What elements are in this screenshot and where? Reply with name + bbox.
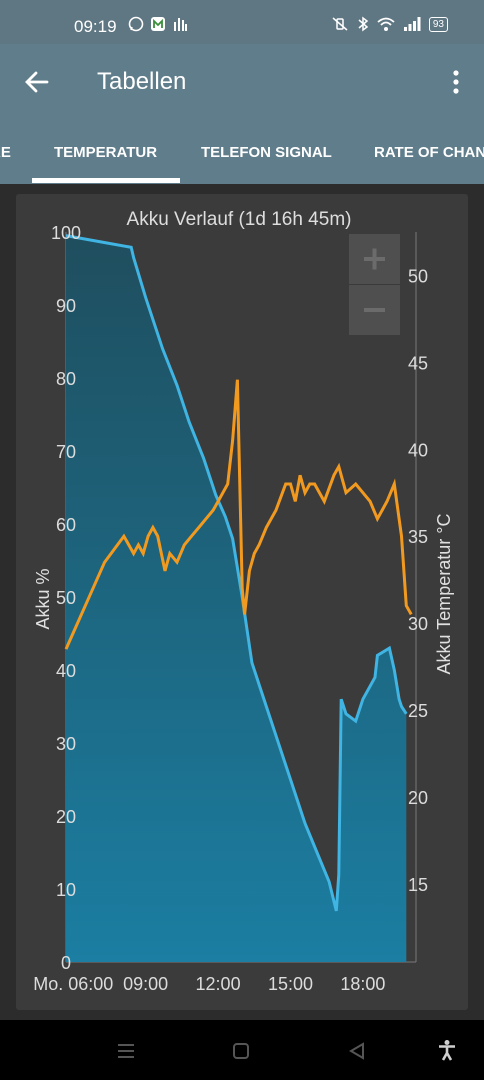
y2-tick-label: 30	[408, 614, 428, 634]
whatsapp-icon	[128, 16, 144, 32]
y2-tick-label: 20	[408, 788, 428, 808]
status-notification-icons	[128, 16, 188, 32]
x-tick-label: 15:00	[268, 974, 313, 994]
bluetooth-icon	[358, 16, 369, 32]
status-bar: 09:19 93	[0, 0, 484, 44]
x-tick-label: 09:00	[123, 974, 168, 994]
y-tick-label: 60	[56, 515, 76, 535]
recent-apps-icon[interactable]	[116, 1041, 136, 1061]
y2-tick-label: 50	[408, 266, 428, 286]
y-tick-label: 0	[61, 953, 71, 973]
y2-axis-label: Akku Temperatur °C	[434, 514, 454, 675]
plus-icon	[364, 248, 385, 270]
y-tick-label: 90	[56, 296, 76, 316]
battery-temperature-line	[64, 379, 413, 650]
x-tick-label: Mo. 06:00	[33, 974, 113, 994]
overflow-menu-button[interactable]	[444, 64, 468, 100]
app-bar: Tabellen	[0, 44, 484, 120]
x-tick-label: 18:00	[340, 974, 385, 994]
y2-tick-label: 35	[408, 527, 428, 547]
home-icon[interactable]	[231, 1041, 251, 1061]
battery-area-fill	[66, 235, 407, 963]
chart-card: Akku Verlauf (1d 16h 45m) Akku % Akku Te…	[16, 194, 468, 1010]
battery-chart[interactable]: Akku Verlauf (1d 16h 45m) Akku % Akku Te…	[16, 194, 468, 1010]
y2-tick-label: 25	[408, 701, 428, 721]
tab-partial-previous[interactable]: RE	[0, 144, 11, 161]
status-time: 09:19	[74, 17, 117, 36]
y-tick-label: 40	[56, 661, 76, 681]
tab-telefon-signal[interactable]: TELEFON SIGNAL	[201, 144, 332, 161]
more-vert-icon	[453, 70, 459, 94]
tab-bar: RE TEMPERATUR TELEFON SIGNAL RATE OF CHA…	[0, 120, 484, 184]
app-m-icon	[151, 17, 165, 31]
y2-tick-label: 40	[408, 440, 428, 460]
x-tick-label: 12:00	[196, 974, 241, 994]
y-tick-label: 50	[56, 588, 76, 608]
y2-tick-label: 45	[408, 353, 428, 373]
signal-stats-icon	[174, 18, 187, 31]
y-tick-label: 30	[56, 734, 76, 754]
navigation-bar	[0, 1020, 484, 1080]
back-button[interactable]	[18, 64, 58, 100]
tab-temperatur[interactable]: TEMPERATUR	[54, 144, 158, 161]
battery-level-line	[65, 234, 408, 912]
cell-signal-icon	[403, 17, 421, 31]
content-area: Akku Verlauf (1d 16h 45m) Akku % Akku Te…	[0, 184, 484, 1020]
zoom-in-button[interactable]	[349, 234, 400, 284]
minus-icon	[364, 308, 385, 312]
vibrate-mute-icon	[332, 17, 348, 31]
tab-indicator	[32, 178, 180, 183]
y-tick-label: 70	[56, 442, 76, 462]
arrow-back-icon	[25, 71, 49, 93]
accessibility-icon[interactable]	[436, 1039, 458, 1061]
back-nav-icon[interactable]	[347, 1041, 367, 1061]
page-title: Tabellen	[97, 68, 187, 95]
zoom-out-button[interactable]	[349, 285, 400, 335]
chart-title: Akku Verlauf (1d 16h 45m)	[127, 209, 352, 230]
y2-tick-label: 15	[408, 875, 428, 895]
y-axis-label: Akku %	[33, 568, 53, 629]
y-tick-label: 10	[56, 880, 76, 900]
y-tick-label: 80	[56, 369, 76, 389]
wifi-icon	[377, 17, 395, 31]
y-tick-label: 100	[51, 223, 81, 243]
status-system-icons: 93	[331, 16, 448, 32]
battery-icon: 93	[428, 16, 448, 32]
tab-rate-of-change[interactable]: RATE OF CHANGE	[374, 144, 484, 161]
y-tick-label: 20	[56, 807, 76, 827]
